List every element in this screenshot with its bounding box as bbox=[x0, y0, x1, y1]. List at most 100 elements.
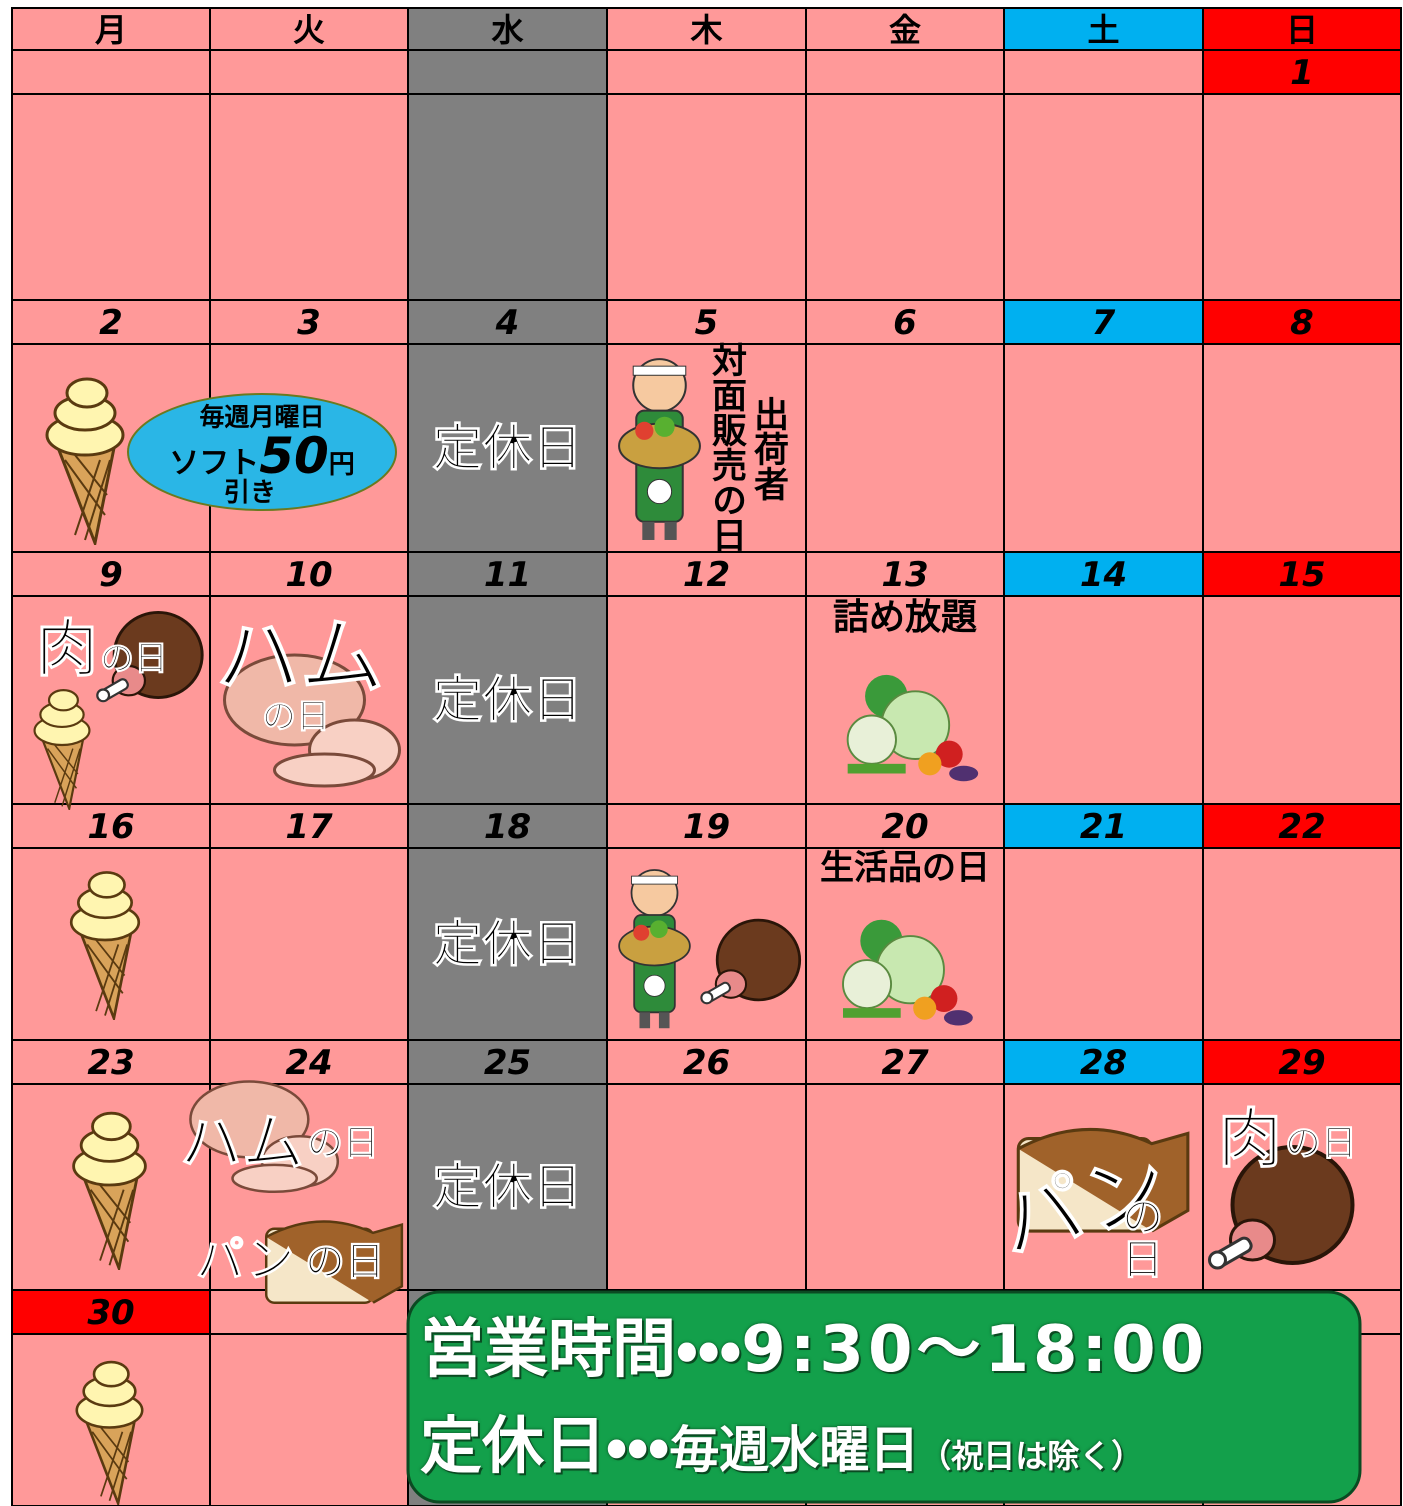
date-number: 7 bbox=[1091, 303, 1116, 343]
stuffing-text: 詰め放題 bbox=[832, 597, 978, 638]
date-cell bbox=[407, 803, 608, 849]
date-cell bbox=[11, 803, 211, 849]
soft-serve-icon bbox=[75, 1360, 144, 1505]
date-cell bbox=[1202, 551, 1402, 597]
hours-line: 営業時間・・・9:30〜18:00 bbox=[420, 1318, 1208, 1382]
meat-text: の日 bbox=[100, 639, 169, 679]
day-cell bbox=[606, 93, 807, 301]
date-cell bbox=[209, 49, 409, 95]
closed-note: （祝日は除く） bbox=[919, 1437, 1144, 1475]
soft-serve-icon bbox=[72, 1111, 147, 1270]
day-cell bbox=[1003, 93, 1204, 301]
day-cell bbox=[805, 1083, 1005, 1291]
date-cell bbox=[805, 49, 1005, 95]
ham-text: ハム bbox=[215, 608, 385, 706]
date-number: 12 bbox=[682, 555, 731, 595]
date-cell bbox=[407, 49, 608, 95]
day-cell bbox=[1202, 595, 1402, 805]
date-number: 18 bbox=[483, 807, 532, 847]
date-cell bbox=[805, 1039, 1005, 1085]
weekday-label: 金 bbox=[888, 11, 922, 49]
promo-text: 引き bbox=[223, 478, 277, 508]
vegetables-icon bbox=[841, 918, 974, 1027]
date-number: 1 bbox=[1290, 53, 1314, 93]
date-number: 24 bbox=[285, 1043, 333, 1083]
vendor-text: 出荷者 bbox=[748, 396, 788, 501]
date-number: 9 bbox=[99, 555, 123, 595]
date-number: 27 bbox=[881, 1043, 929, 1083]
date-cell bbox=[11, 551, 211, 597]
ham-text: の日 bbox=[262, 697, 331, 737]
day-cell bbox=[1003, 595, 1204, 805]
day-cell bbox=[1003, 847, 1204, 1041]
farmer-icon bbox=[618, 358, 701, 542]
soft-serve-icon bbox=[69, 871, 141, 1020]
soft-serve-icon bbox=[33, 688, 91, 810]
date-number: 23 bbox=[87, 1043, 135, 1083]
date-cell bbox=[1202, 1039, 1402, 1085]
meat-text: 肉 bbox=[1218, 1103, 1283, 1177]
date-number: 11 bbox=[483, 555, 532, 595]
day-cell bbox=[1202, 343, 1402, 553]
weekday-label: 土 bbox=[1087, 11, 1120, 49]
weekday-label: 月 bbox=[94, 11, 128, 49]
date-number: 15 bbox=[1278, 555, 1326, 595]
weekday-header bbox=[209, 7, 409, 51]
date-number: 13 bbox=[881, 555, 929, 595]
promo-text: 円 bbox=[328, 450, 355, 480]
day-cell bbox=[606, 595, 807, 805]
date-number: 16 bbox=[87, 807, 135, 847]
date-number: 2 bbox=[99, 303, 123, 343]
date-number: 19 bbox=[682, 807, 731, 847]
date-number: 8 bbox=[1290, 303, 1314, 343]
date-cell bbox=[11, 1039, 211, 1085]
meat-text: 肉 bbox=[35, 612, 99, 685]
farmer-icon bbox=[618, 869, 691, 1030]
date-cell bbox=[407, 1039, 608, 1085]
weekday-header bbox=[11, 7, 211, 51]
date-cell bbox=[1003, 49, 1204, 95]
date-cell bbox=[209, 1039, 409, 1085]
stuffing-icon bbox=[846, 673, 980, 783]
date-cell bbox=[606, 803, 807, 849]
bread-text: の日 bbox=[305, 1239, 386, 1285]
date-cell bbox=[606, 551, 807, 597]
bread-text: パン bbox=[195, 1232, 295, 1288]
closed-day-label: 定休日 bbox=[432, 915, 583, 973]
weekday-header bbox=[1003, 7, 1204, 51]
date-number: 6 bbox=[893, 303, 917, 343]
day-cell bbox=[407, 847, 608, 1041]
date-number: 10 bbox=[285, 555, 333, 595]
ham-text: ハム bbox=[179, 1106, 305, 1179]
closed-day-label: 定休日 bbox=[432, 1158, 583, 1216]
date-number: 22 bbox=[1278, 807, 1326, 847]
hours-label: 営業時間 bbox=[420, 1313, 676, 1387]
meat-text: の日 bbox=[1284, 1123, 1358, 1164]
weekday-label: 火 bbox=[292, 11, 326, 49]
day-cell bbox=[805, 93, 1005, 301]
date-cell bbox=[11, 49, 211, 95]
date-number: 4 bbox=[495, 303, 520, 343]
closed-label: 定休日 bbox=[420, 1409, 607, 1482]
day-cell bbox=[407, 343, 608, 553]
date-cell bbox=[1003, 551, 1204, 597]
promo-ellipse bbox=[127, 393, 397, 511]
date-number: 21 bbox=[1079, 807, 1128, 847]
date-number: 17 bbox=[285, 807, 333, 847]
promo-text: 毎週月曜日 bbox=[199, 402, 325, 432]
date-cell bbox=[1202, 49, 1402, 95]
date-number: 14 bbox=[1079, 555, 1128, 595]
closed-line: 定休日・・・毎週水曜日（祝日は除く） bbox=[420, 1415, 1143, 1477]
footer-box bbox=[406, 1290, 1362, 1504]
date-cell bbox=[606, 1039, 807, 1085]
weekday-label: 水 bbox=[491, 11, 524, 49]
day-cell bbox=[805, 343, 1005, 553]
weekday-label: 日 bbox=[1285, 11, 1319, 49]
daily-goods-text: 生活品の日 bbox=[820, 848, 990, 888]
date-cell bbox=[606, 299, 807, 345]
weekday-label: 木 bbox=[690, 11, 723, 49]
date-number: 3 bbox=[297, 303, 321, 343]
meat-icon bbox=[700, 918, 802, 1005]
